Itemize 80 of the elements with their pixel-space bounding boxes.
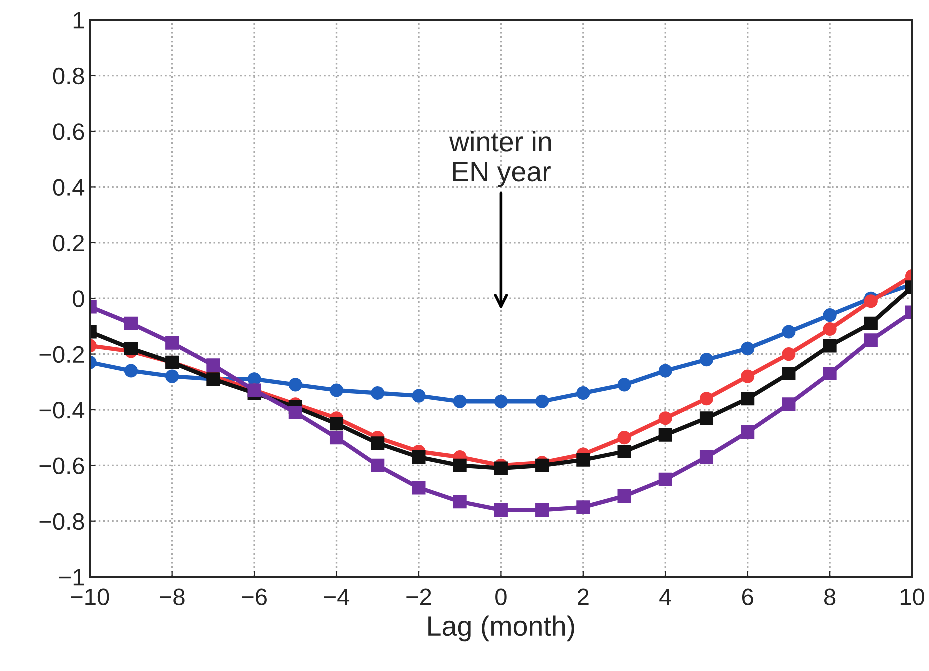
point	[412, 481, 426, 495]
point	[330, 417, 344, 431]
point	[494, 394, 508, 408]
point	[576, 386, 590, 400]
y-tick-label: −0.6	[40, 458, 84, 474]
annotation: winter in EN year	[449, 131, 552, 188]
y-tick-label: −0.8	[40, 513, 84, 530]
x-tick-label: 0	[496, 588, 507, 606]
point	[618, 431, 632, 445]
point	[494, 503, 508, 517]
point	[166, 336, 180, 350]
point	[700, 392, 714, 406]
point	[494, 462, 508, 476]
point	[658, 412, 672, 426]
point	[658, 364, 672, 378]
point	[823, 322, 837, 336]
point	[700, 353, 714, 367]
point	[741, 425, 755, 440]
point	[412, 450, 426, 464]
point	[823, 339, 837, 353]
x-tick-label: −6	[242, 588, 267, 606]
point	[371, 458, 385, 472]
point	[124, 364, 138, 378]
point	[288, 378, 302, 392]
point	[823, 308, 837, 322]
x-tick-label: −4	[324, 589, 350, 606]
point	[618, 490, 632, 504]
point	[288, 406, 302, 420]
point	[864, 334, 878, 348]
point	[782, 348, 796, 362]
point	[576, 453, 590, 467]
point	[782, 325, 796, 339]
point	[741, 370, 755, 384]
point	[864, 316, 878, 330]
y-tick-label: −0.4	[40, 402, 85, 419]
y-tick-label: 0.2	[53, 234, 84, 252]
point	[618, 444, 632, 459]
point	[166, 370, 180, 384]
point	[536, 503, 550, 517]
point	[658, 472, 672, 486]
point	[453, 495, 467, 509]
point	[741, 342, 755, 356]
y-tick-label: 0.4	[53, 179, 85, 196]
point	[864, 294, 878, 308]
y-tick-label: −0.2	[40, 346, 84, 364]
x-tick-label: 8	[824, 588, 836, 606]
point	[576, 500, 590, 514]
x-axis-title: Lag (month)	[428, 616, 574, 642]
point	[618, 378, 632, 392]
y-tick-label: 0.8	[53, 68, 84, 85]
point	[700, 412, 714, 426]
y-tick-label: −1	[59, 569, 84, 586]
point	[658, 428, 672, 442]
y-tick-label: 0	[73, 290, 84, 308]
point	[700, 450, 714, 464]
x-tick-label: −10	[71, 588, 110, 606]
point	[782, 367, 796, 381]
x-tick-label: −8	[160, 588, 185, 606]
point	[206, 358, 220, 372]
x-tick-label: 4	[660, 589, 672, 606]
point	[536, 458, 550, 472]
point	[330, 384, 344, 398]
x-tick-label: 2	[578, 588, 589, 606]
x-tick-label: −2	[406, 588, 432, 606]
y-tick-label: 0.6	[53, 124, 84, 140]
x-tick-label: 6	[742, 588, 754, 606]
point	[823, 367, 837, 381]
point	[124, 316, 138, 330]
point	[453, 394, 467, 408]
point	[412, 389, 426, 403]
x-tick-label: 10	[900, 588, 924, 606]
point	[536, 394, 550, 408]
point	[782, 398, 796, 412]
point	[741, 392, 755, 406]
y-tick-label: 1	[74, 12, 84, 29]
point	[124, 342, 138, 356]
point	[453, 458, 467, 472]
point	[371, 386, 385, 400]
point	[330, 431, 344, 445]
point	[371, 436, 385, 450]
